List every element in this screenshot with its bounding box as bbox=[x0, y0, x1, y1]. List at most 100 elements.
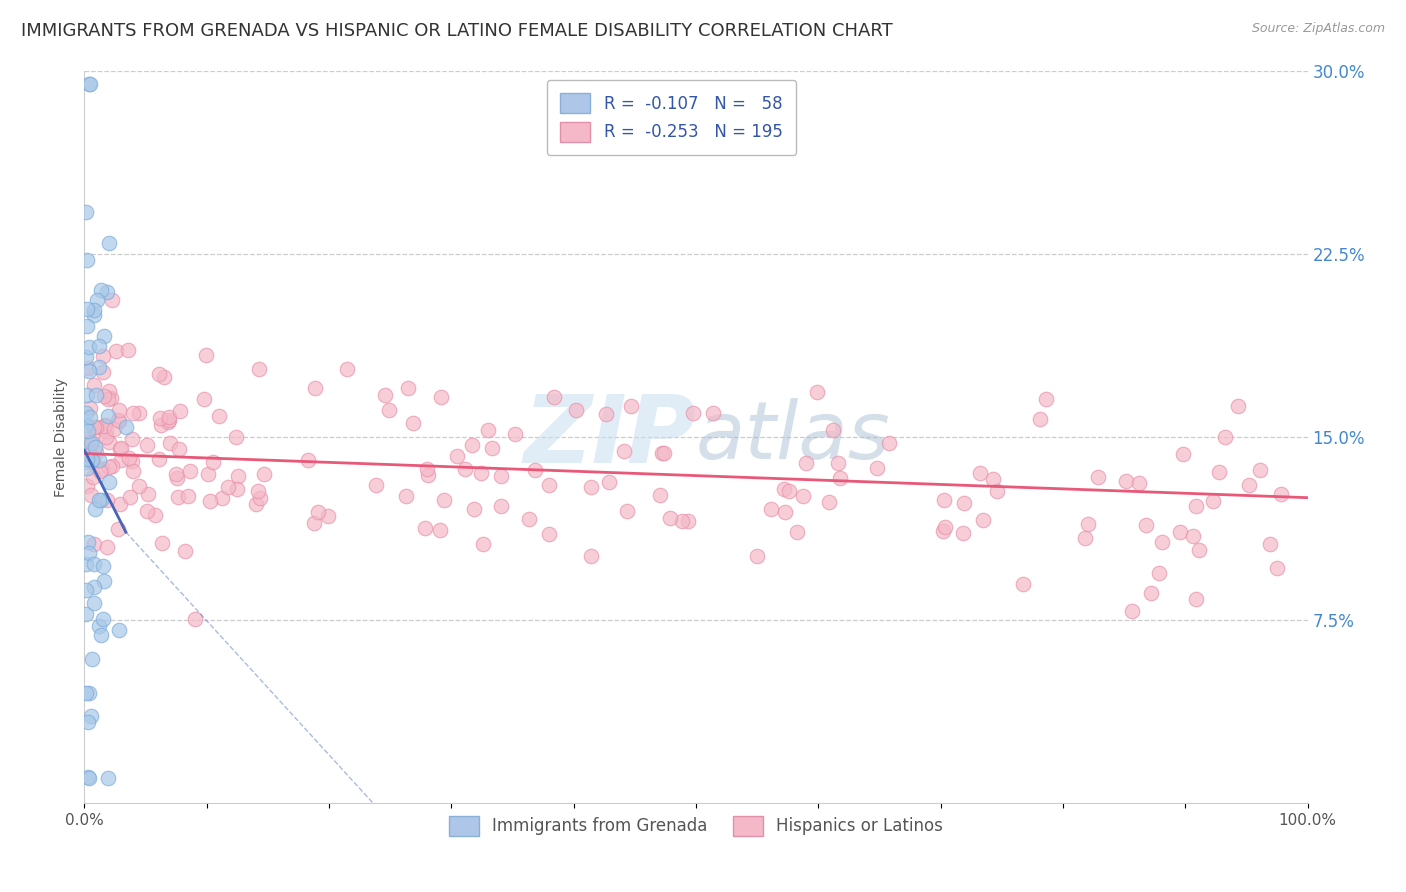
Point bbox=[91, 612, 114, 626]
Point bbox=[247, 361, 270, 376]
Point bbox=[952, 526, 974, 541]
Point bbox=[97, 409, 120, 423]
Point bbox=[418, 467, 440, 482]
Point bbox=[225, 430, 247, 444]
Point bbox=[75, 686, 97, 700]
Point bbox=[297, 453, 319, 467]
Point bbox=[108, 402, 131, 417]
Point bbox=[197, 467, 219, 481]
Point bbox=[595, 407, 617, 421]
Point bbox=[652, 446, 675, 460]
Point bbox=[80, 434, 103, 449]
Point bbox=[579, 479, 602, 493]
Point bbox=[91, 349, 114, 363]
Point bbox=[1128, 476, 1150, 491]
Point bbox=[1171, 447, 1194, 461]
Point bbox=[778, 484, 800, 499]
Point bbox=[75, 350, 97, 364]
Point bbox=[1168, 524, 1191, 539]
Point bbox=[430, 391, 453, 405]
Point bbox=[865, 461, 887, 475]
Point bbox=[110, 453, 132, 467]
Point bbox=[89, 283, 111, 297]
Point bbox=[103, 422, 125, 436]
Point bbox=[77, 434, 100, 448]
Point bbox=[110, 441, 132, 455]
Point bbox=[304, 381, 326, 395]
Point bbox=[830, 471, 852, 485]
Point bbox=[1270, 487, 1292, 501]
Point bbox=[1181, 529, 1204, 543]
Point bbox=[537, 478, 560, 492]
Point bbox=[986, 484, 1008, 499]
Point bbox=[650, 488, 672, 502]
Point bbox=[75, 557, 97, 571]
Point bbox=[100, 391, 122, 405]
Point bbox=[89, 492, 111, 507]
Point bbox=[249, 491, 271, 506]
Point bbox=[79, 401, 101, 415]
Point bbox=[931, 524, 953, 538]
Point bbox=[77, 442, 100, 457]
Point bbox=[433, 493, 456, 508]
Point bbox=[454, 462, 477, 476]
Point bbox=[463, 502, 485, 516]
Point bbox=[773, 482, 796, 496]
Point bbox=[75, 582, 97, 597]
Point bbox=[83, 420, 105, 434]
Point bbox=[1185, 591, 1208, 606]
Point bbox=[1011, 576, 1033, 591]
Point bbox=[93, 419, 115, 434]
Point bbox=[1239, 477, 1261, 491]
Point bbox=[336, 362, 359, 376]
Point bbox=[413, 521, 436, 535]
Point bbox=[477, 423, 499, 437]
Point bbox=[83, 303, 105, 318]
Point bbox=[93, 329, 115, 343]
Point bbox=[80, 708, 103, 723]
Point bbox=[177, 489, 200, 503]
Point bbox=[581, 549, 603, 564]
Point bbox=[786, 524, 808, 539]
Point bbox=[75, 204, 97, 219]
Point bbox=[90, 421, 112, 435]
Point bbox=[676, 514, 699, 528]
Point bbox=[107, 522, 129, 536]
Point bbox=[121, 432, 143, 446]
Point bbox=[150, 536, 173, 550]
Point bbox=[108, 496, 131, 510]
Point bbox=[101, 293, 124, 307]
Point bbox=[121, 406, 143, 420]
Text: IMMIGRANTS FROM GRENADA VS HISPANIC OR LATINO FEMALE DISABILITY CORRELATION CHAR: IMMIGRANTS FROM GRENADA VS HISPANIC OR L… bbox=[21, 22, 893, 40]
Point bbox=[759, 502, 782, 516]
Point bbox=[86, 293, 108, 308]
Point bbox=[80, 435, 103, 450]
Point bbox=[613, 444, 636, 458]
Point bbox=[773, 505, 796, 519]
Point bbox=[671, 514, 693, 528]
Text: Source: ZipAtlas.com: Source: ZipAtlas.com bbox=[1251, 22, 1385, 36]
Point bbox=[470, 466, 492, 480]
Point bbox=[83, 502, 105, 516]
Point bbox=[481, 441, 503, 455]
Point bbox=[364, 478, 387, 492]
Point bbox=[226, 469, 249, 483]
Point bbox=[179, 464, 201, 478]
Point bbox=[165, 467, 187, 481]
Point bbox=[117, 343, 139, 357]
Point bbox=[97, 435, 120, 450]
Point bbox=[121, 464, 143, 478]
Point bbox=[153, 370, 176, 384]
Point bbox=[651, 446, 673, 460]
Point bbox=[877, 435, 900, 450]
Point bbox=[94, 425, 117, 439]
Point bbox=[972, 513, 994, 527]
Point bbox=[89, 464, 111, 478]
Point bbox=[89, 628, 111, 642]
Point bbox=[246, 484, 269, 499]
Point bbox=[211, 491, 233, 505]
Point bbox=[77, 770, 100, 784]
Point bbox=[83, 308, 105, 322]
Point bbox=[934, 519, 956, 533]
Point bbox=[1147, 566, 1170, 580]
